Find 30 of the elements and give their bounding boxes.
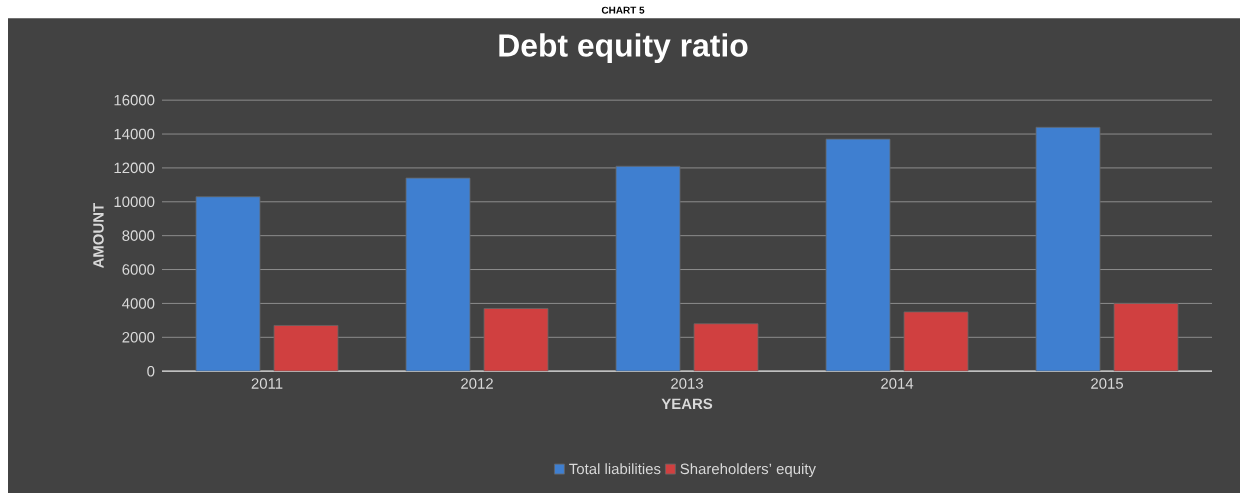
y-tick-label: 4000 — [122, 298, 155, 309]
y-tick-label: 0 — [147, 365, 155, 377]
x-axis-title: YEARS — [661, 398, 713, 409]
x-tick-label: 2014 — [881, 378, 914, 389]
y-tick-label: 10000 — [114, 196, 155, 208]
y-tick-label: 6000 — [122, 264, 155, 275]
bar — [615, 165, 681, 372]
bar — [1035, 126, 1101, 372]
caption: CHART 5 — [601, 6, 645, 14]
bar — [273, 324, 339, 372]
bar — [1113, 302, 1179, 372]
bar — [405, 177, 471, 372]
bar — [483, 308, 549, 372]
y-tick-label: 2000 — [122, 331, 155, 343]
x-tick-label: 2011 — [251, 378, 283, 389]
bar — [825, 138, 891, 372]
chart-title: Debt equity ratio — [499, 33, 748, 63]
x-tick-label: 2015 — [1091, 378, 1124, 389]
x-tick-label: 2012 — [461, 378, 493, 389]
y-tick-label: 16000 — [114, 94, 155, 106]
y-tick-label: 8000 — [122, 230, 155, 241]
y-axis-title: AMOUNT — [93, 202, 104, 268]
y-tick-label: 12000 — [114, 162, 155, 174]
bar — [903, 311, 969, 372]
y-tick-label: 14000 — [114, 128, 155, 140]
bar — [195, 196, 261, 372]
legend-label: Total liabilities — [569, 463, 661, 475]
bar — [693, 323, 759, 372]
x-tick-label: 2013 — [671, 378, 703, 389]
legend-label: Shareholders’ equity — [680, 463, 816, 478]
